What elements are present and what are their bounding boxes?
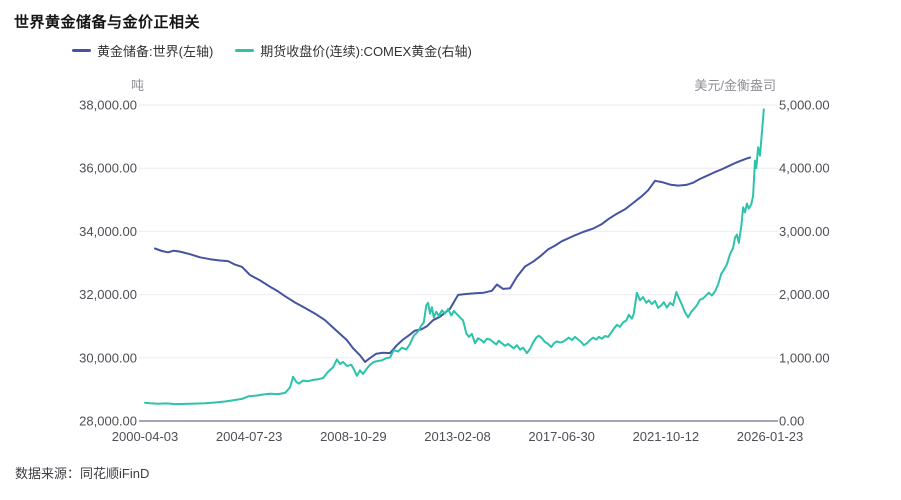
x-axis-tick-label: 2004-07-23 bbox=[216, 429, 283, 444]
series-line-comex-gold[interactable] bbox=[144, 108, 765, 406]
right-axis-tick-label: 5,000.00 bbox=[779, 98, 830, 113]
left-axis-tick-label: 38,000.00 bbox=[79, 98, 137, 113]
right-axis-tick-label: 1,000.00 bbox=[779, 350, 830, 365]
right-axis-unit: 美元/金衡盎司 bbox=[694, 78, 776, 93]
x-axis-tick-label: 2017-06-30 bbox=[528, 429, 595, 444]
x-axis-tick-label: 2000-04-03 bbox=[112, 429, 179, 444]
left-axis-tick-label: 36,000.00 bbox=[79, 161, 137, 176]
legend-label: 黄金储备:世界(左轴) bbox=[97, 44, 214, 59]
legend-item-gold-reserves[interactable]: 黄金储备:世界(左轴) bbox=[72, 41, 213, 60]
left-axis-tick-label: 32,000.00 bbox=[79, 287, 137, 302]
line-swatch-icon bbox=[235, 49, 255, 52]
right-axis-tick-label: 3,000.00 bbox=[779, 224, 830, 239]
legend-label: 期货收盘价(连续):COMEX黄金(右轴) bbox=[260, 44, 472, 59]
right-axis-tick-label: 0.00 bbox=[779, 414, 804, 429]
data-source-note: 数据来源：同花顺iFinD bbox=[15, 466, 150, 481]
x-axis-tick-label: 2026-01-23 bbox=[737, 429, 804, 444]
page-title: 世界黄金储备与金价正相关 bbox=[14, 14, 201, 31]
legend-item-comex-gold[interactable]: 期货收盘价(连续):COMEX黄金(右轴) bbox=[235, 41, 472, 60]
left-axis-unit: 吨 bbox=[131, 78, 145, 93]
line-swatch-icon bbox=[72, 49, 91, 52]
legend: 黄金储备:世界(左轴) 期货收盘价(连续):COMEX黄金(右轴) bbox=[72, 41, 472, 60]
x-axis-tick-label: 2008-10-29 bbox=[320, 429, 387, 444]
series-line-gold-reserves[interactable] bbox=[154, 156, 751, 363]
right-axis-tick-label: 2,000.00 bbox=[779, 287, 830, 302]
right-axis-tick-label: 4,000.00 bbox=[779, 161, 830, 176]
left-axis-tick-label: 30,000.00 bbox=[79, 350, 137, 365]
left-axis-tick-label: 28,000.00 bbox=[79, 414, 137, 429]
x-axis-tick-label: 2013-02-08 bbox=[424, 429, 491, 444]
left-axis-tick-label: 34,000.00 bbox=[79, 224, 137, 239]
x-axis-tick-label: 2021-10-12 bbox=[633, 429, 700, 444]
